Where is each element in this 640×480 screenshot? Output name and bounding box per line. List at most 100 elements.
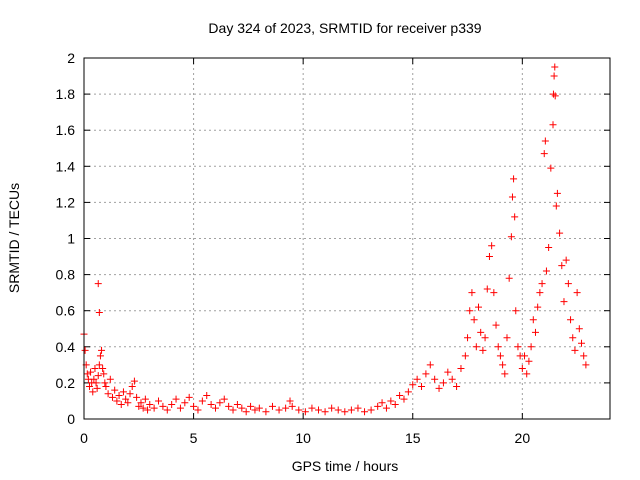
data-point xyxy=(523,370,531,378)
data-point xyxy=(87,368,95,376)
data-point xyxy=(128,383,136,391)
data-point xyxy=(96,352,104,360)
data-point xyxy=(514,343,522,351)
data-point xyxy=(190,402,198,410)
data-point xyxy=(534,303,542,311)
data-point xyxy=(505,274,513,282)
data-point xyxy=(321,408,329,416)
data-point xyxy=(255,404,263,412)
data-point xyxy=(99,364,107,372)
data-point xyxy=(106,375,114,383)
x-tick-label: 10 xyxy=(295,430,311,446)
data-point xyxy=(396,392,404,400)
data-point xyxy=(488,242,496,250)
data-point xyxy=(308,404,316,412)
data-point xyxy=(216,399,224,407)
x-tick-label: 15 xyxy=(405,430,421,446)
data-point xyxy=(100,370,108,378)
data-point xyxy=(413,375,421,383)
data-point xyxy=(139,404,147,412)
data-point xyxy=(435,384,443,392)
data-point xyxy=(453,383,461,391)
data-point xyxy=(580,352,588,360)
data-point xyxy=(91,364,99,372)
data-point xyxy=(511,213,519,221)
data-point xyxy=(102,383,110,391)
data-point xyxy=(578,339,586,347)
data-point xyxy=(418,383,426,391)
data-point xyxy=(550,72,558,80)
data-point xyxy=(439,379,447,387)
grid xyxy=(84,58,610,419)
data-point xyxy=(225,402,233,410)
data-point xyxy=(233,401,241,409)
data-point xyxy=(94,372,102,380)
data-point xyxy=(571,346,579,354)
data-point xyxy=(485,253,493,261)
data-point xyxy=(95,361,103,369)
data-point xyxy=(163,406,171,414)
data-point xyxy=(382,404,390,412)
data-point xyxy=(378,399,386,407)
y-tick-label: 0 xyxy=(67,411,75,427)
data-point xyxy=(575,325,583,333)
data-point xyxy=(582,361,590,369)
data-point xyxy=(549,90,557,98)
data-point xyxy=(483,285,491,293)
data-point xyxy=(501,370,509,378)
y-tick-label: 1.4 xyxy=(56,158,76,174)
data-point xyxy=(89,388,97,396)
data-point xyxy=(146,401,154,409)
data-point xyxy=(547,164,555,172)
data-point xyxy=(481,334,489,342)
data-point xyxy=(552,202,560,210)
data-point xyxy=(113,397,121,405)
data-point xyxy=(553,189,561,197)
data-point xyxy=(301,408,309,416)
data-point xyxy=(315,406,323,414)
data-point xyxy=(220,395,228,403)
x-tick-label: 20 xyxy=(515,430,531,446)
data-point xyxy=(108,393,116,401)
data-point xyxy=(569,334,577,342)
data-point xyxy=(144,406,152,414)
data-point xyxy=(282,404,290,412)
data-point xyxy=(185,393,193,401)
data-point xyxy=(181,399,189,407)
data-point xyxy=(461,352,469,360)
data-point xyxy=(387,397,395,405)
chart-title: Day 324 of 2023, SRMTID for receiver p33… xyxy=(208,20,481,36)
data-point xyxy=(512,307,520,315)
data-point xyxy=(347,406,355,414)
data-point xyxy=(475,303,482,311)
data-point xyxy=(275,406,283,414)
data-point xyxy=(510,175,518,183)
data-point xyxy=(545,244,553,252)
data-point xyxy=(93,384,101,392)
data-point xyxy=(479,346,487,354)
data-point xyxy=(466,307,474,315)
data-point xyxy=(98,346,106,354)
data-point xyxy=(477,328,485,336)
y-tick-label: 0.8 xyxy=(56,267,76,283)
y-tick-label: 0.4 xyxy=(56,339,76,355)
data-point xyxy=(560,298,568,306)
data-point xyxy=(172,395,180,403)
y-tick-label: 2 xyxy=(67,50,75,66)
data-point xyxy=(536,289,544,297)
data-point xyxy=(404,388,412,396)
data-point xyxy=(490,289,498,297)
data-point xyxy=(431,375,439,383)
data-point xyxy=(268,402,276,410)
data-point xyxy=(328,404,336,412)
data-point xyxy=(508,193,516,201)
data-point xyxy=(558,262,566,270)
data-point xyxy=(540,150,548,158)
plot-frame xyxy=(83,57,611,420)
data-point xyxy=(203,392,211,400)
data-point xyxy=(521,352,529,360)
x-tick-label: 5 xyxy=(190,430,198,446)
data-point xyxy=(288,402,296,410)
data-point xyxy=(115,392,123,400)
